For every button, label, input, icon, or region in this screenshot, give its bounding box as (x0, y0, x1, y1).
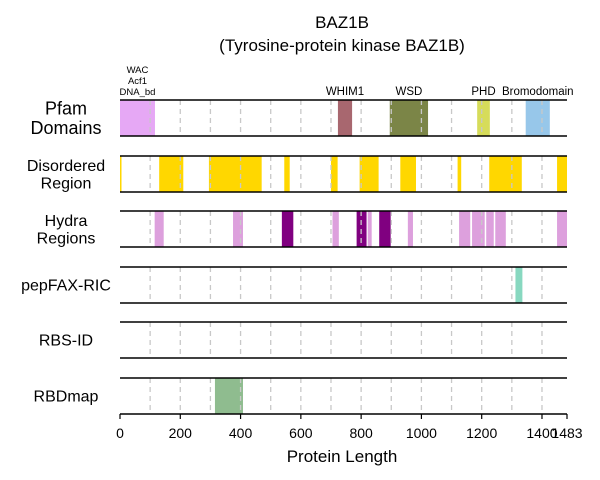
track-1: Disordered Region (27, 155, 567, 193)
segment-2-12 (557, 211, 567, 247)
domain-label: Bromodomain (502, 86, 574, 98)
track-4: RBS-ID (39, 321, 567, 359)
segment-0-1 (337, 100, 353, 136)
segment-2-5 (367, 211, 372, 247)
segment-1-8 (489, 156, 522, 192)
segment-1-3 (284, 156, 290, 192)
domain-label: WAC Acf1 DNA_bd (120, 65, 156, 98)
x-tick-label: 1200 (466, 425, 497, 441)
segment-1-1 (159, 156, 184, 192)
segment-5-0 (214, 378, 243, 414)
segment-2-7 (407, 211, 413, 247)
x-tick-label: 1400 (526, 425, 557, 441)
track-label: Pfam Domains (30, 98, 101, 138)
x-tick-label: 800 (349, 425, 373, 441)
track-5: RBDmap (34, 377, 567, 415)
track-label: pepFAX-RIC (21, 278, 111, 295)
tracks-group: Pfam Domains WAC Acf1 DNA_bd WHIM1 WSD PHD Bromo… (21, 65, 574, 415)
track-label: Disordered Region (27, 158, 105, 193)
segment-2-2 (281, 211, 294, 247)
segment-0-0 (120, 100, 155, 136)
segment-2-3 (332, 211, 339, 247)
segment-1-6 (400, 156, 416, 192)
segment-2-10 (486, 211, 494, 247)
track-label: RBDmap (34, 389, 99, 406)
x-tick-label: 200 (169, 425, 193, 441)
segment-0-2 (389, 100, 429, 136)
track-0: Pfam Domains WAC Acf1 DNA_bd WHIM1 WSD PHD Bromo… (30, 65, 573, 138)
x-tick-label: 400 (229, 425, 253, 441)
chart-title: BAZ1B (315, 13, 369, 32)
segment-1-7 (457, 156, 462, 192)
segment-2-6 (379, 211, 391, 247)
segment-2-9 (472, 211, 485, 247)
segment-1-4 (330, 156, 338, 192)
segment-1-0 (120, 156, 122, 192)
domain-label: WHIM1 (326, 86, 364, 98)
segment-2-1 (233, 211, 243, 247)
segment-2-8 (459, 211, 471, 247)
x-tick-label: 0 (116, 425, 124, 441)
domain-label: WSD (395, 86, 422, 98)
segment-1-2 (208, 156, 262, 192)
chart-subtitle: (Tyrosine-protein kinase BAZ1B) (219, 36, 465, 55)
segment-1-9 (557, 156, 567, 192)
track-label: RBS-ID (39, 333, 93, 350)
segment-0-4 (525, 100, 550, 136)
x-tick-label: 1483 (551, 425, 582, 441)
segment-3-0 (515, 267, 523, 303)
track-2: Hydra Regions (37, 210, 567, 248)
domain-label: PHD (471, 86, 495, 98)
segment-2-0 (154, 211, 164, 247)
x-tick-label: 1000 (406, 425, 437, 441)
x-tick-label: 600 (289, 425, 313, 441)
segment-1-5 (359, 156, 379, 192)
track-3: pepFAX-RIC (21, 266, 567, 304)
track-label: Hydra Regions (37, 213, 96, 248)
segment-2-11 (495, 211, 506, 247)
x-axis-label: Protein Length (287, 447, 398, 466)
segment-0-3 (477, 100, 490, 136)
